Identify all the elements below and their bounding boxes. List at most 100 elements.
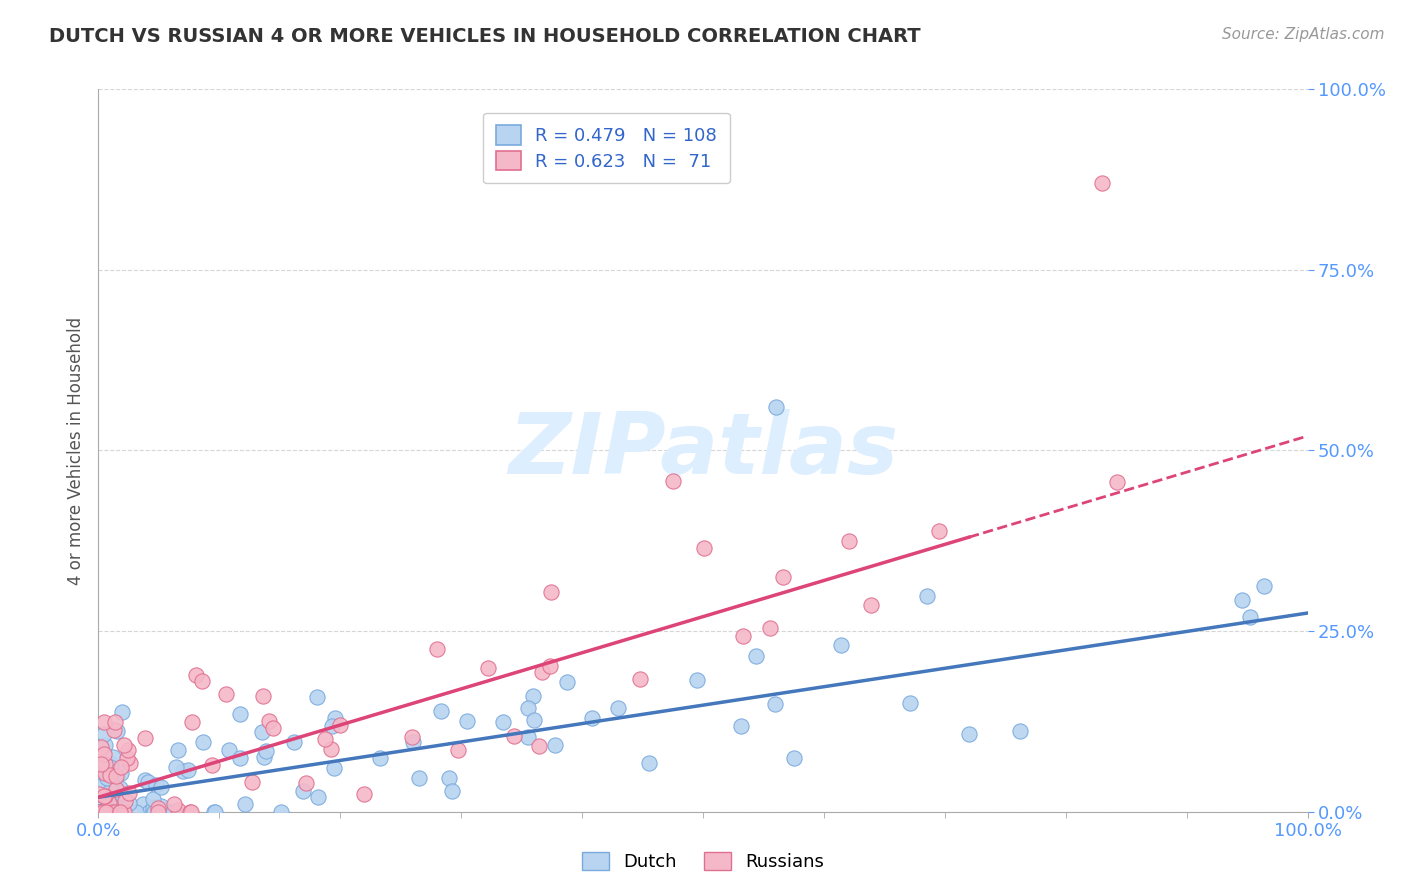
Point bbox=[149, 799, 172, 814]
Point bbox=[1253, 579, 1275, 593]
Point bbox=[429, 704, 451, 718]
Point bbox=[456, 714, 478, 728]
Point bbox=[783, 751, 806, 765]
Point bbox=[606, 701, 628, 715]
Point bbox=[401, 730, 423, 744]
Point bbox=[180, 805, 202, 819]
Point bbox=[477, 661, 499, 675]
Point bbox=[229, 751, 252, 765]
Point bbox=[408, 771, 430, 785]
Point bbox=[167, 743, 190, 757]
Point bbox=[253, 750, 276, 764]
Point bbox=[98, 797, 121, 811]
Point bbox=[957, 726, 980, 740]
Point bbox=[94, 789, 117, 804]
Point bbox=[172, 764, 194, 779]
Point bbox=[104, 714, 127, 729]
Point bbox=[218, 743, 240, 757]
Point bbox=[157, 805, 180, 819]
Point bbox=[772, 570, 794, 584]
Point bbox=[87, 780, 110, 794]
Point bbox=[100, 805, 122, 819]
Point bbox=[744, 648, 766, 663]
Point bbox=[97, 772, 120, 786]
Point bbox=[110, 797, 132, 812]
Point bbox=[1010, 723, 1032, 738]
Point bbox=[686, 673, 709, 687]
Point bbox=[252, 725, 274, 739]
Point bbox=[89, 740, 111, 755]
Point bbox=[544, 738, 567, 752]
Point bbox=[517, 700, 540, 714]
Legend: Dutch, Russians: Dutch, Russians bbox=[575, 845, 831, 879]
Point bbox=[202, 805, 225, 819]
Point bbox=[118, 786, 141, 800]
Point bbox=[104, 802, 127, 816]
Point bbox=[628, 673, 651, 687]
Point bbox=[110, 805, 132, 819]
Point bbox=[118, 796, 141, 810]
Point bbox=[110, 786, 132, 800]
Point bbox=[112, 738, 135, 752]
Point bbox=[110, 760, 132, 774]
Point bbox=[329, 717, 352, 731]
Point bbox=[111, 705, 134, 719]
Point bbox=[89, 790, 111, 805]
Point bbox=[321, 742, 343, 756]
Point bbox=[1230, 593, 1253, 607]
Point bbox=[240, 775, 263, 789]
Point bbox=[262, 722, 284, 736]
Point bbox=[93, 789, 115, 804]
Point bbox=[159, 805, 181, 819]
Point bbox=[295, 776, 318, 790]
Point bbox=[402, 735, 425, 749]
Point bbox=[557, 674, 579, 689]
Point bbox=[283, 735, 305, 749]
Point bbox=[98, 768, 121, 782]
Point bbox=[368, 750, 391, 764]
Point bbox=[125, 805, 148, 819]
Point bbox=[447, 743, 470, 757]
Point bbox=[142, 805, 165, 819]
Point bbox=[693, 541, 716, 556]
Point bbox=[229, 706, 252, 721]
Point bbox=[105, 781, 128, 796]
Point bbox=[322, 761, 344, 775]
Point bbox=[516, 730, 538, 744]
Point bbox=[153, 803, 176, 817]
Point bbox=[440, 784, 463, 798]
Point bbox=[204, 805, 226, 819]
Point bbox=[105, 790, 128, 805]
Point bbox=[201, 757, 224, 772]
Point bbox=[860, 598, 883, 612]
Point bbox=[107, 805, 129, 819]
Point bbox=[96, 771, 118, 785]
Point bbox=[114, 794, 136, 808]
Point bbox=[94, 805, 117, 819]
Point bbox=[181, 714, 204, 729]
Text: Source: ZipAtlas.com: Source: ZipAtlas.com bbox=[1222, 27, 1385, 42]
Point bbox=[101, 750, 124, 764]
Legend: R = 0.479   N = 108, R = 0.623   N =  71: R = 0.479 N = 108, R = 0.623 N = 71 bbox=[482, 112, 730, 183]
Point bbox=[307, 790, 329, 805]
Point bbox=[103, 805, 125, 819]
Point bbox=[94, 805, 117, 819]
Point bbox=[830, 638, 852, 652]
Y-axis label: 4 or more Vehicles in Household: 4 or more Vehicles in Household bbox=[66, 317, 84, 584]
Point bbox=[758, 621, 780, 635]
Point bbox=[540, 584, 562, 599]
Point bbox=[145, 778, 167, 792]
Point bbox=[103, 723, 125, 737]
Point bbox=[254, 744, 277, 758]
Point bbox=[502, 730, 524, 744]
Text: DUTCH VS RUSSIAN 4 OR MORE VEHICLES IN HOUSEHOLD CORRELATION CHART: DUTCH VS RUSSIAN 4 OR MORE VEHICLES IN H… bbox=[49, 27, 921, 45]
Point bbox=[90, 805, 112, 819]
Point bbox=[179, 805, 201, 819]
Point bbox=[307, 690, 329, 704]
Point bbox=[928, 524, 950, 538]
Point bbox=[89, 805, 111, 819]
Point bbox=[93, 805, 115, 819]
Point bbox=[115, 751, 138, 765]
Point bbox=[100, 756, 122, 771]
Point bbox=[321, 719, 343, 733]
